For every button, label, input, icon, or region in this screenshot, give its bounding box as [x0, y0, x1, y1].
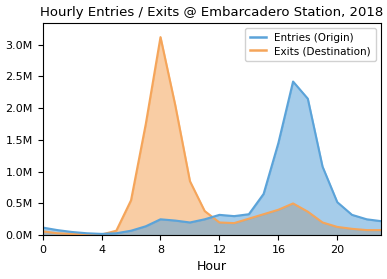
- Legend: Entries (Origin), Exits (Destination): Entries (Origin), Exits (Destination): [245, 28, 376, 61]
- Title: Hourly Entries / Exits @ Embarcadero Station, 2018: Hourly Entries / Exits @ Embarcadero Sta…: [40, 6, 384, 19]
- X-axis label: Hour: Hour: [197, 260, 227, 273]
